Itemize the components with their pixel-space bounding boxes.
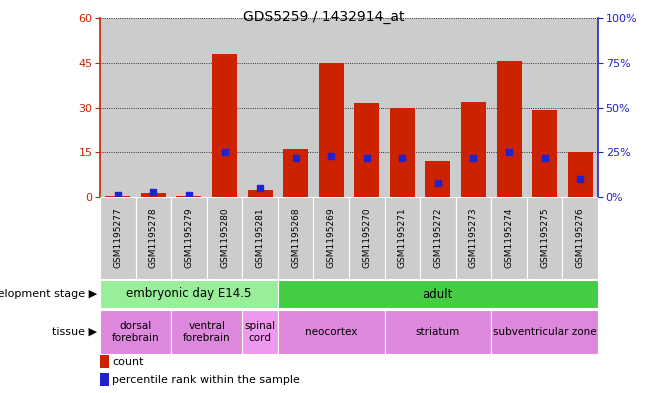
Point [326,153,336,159]
Text: GSM1195270: GSM1195270 [362,208,371,268]
Text: GSM1195280: GSM1195280 [220,208,229,268]
Bar [100,373,109,386]
Bar [527,18,562,197]
Bar [562,18,598,197]
Text: spinal
cord: spinal cord [244,321,275,343]
Point [539,154,550,161]
Bar [207,18,242,197]
Bar [491,18,527,197]
Point [255,185,265,191]
Bar [248,189,273,197]
Bar [568,152,593,197]
Bar [461,101,486,197]
Bar [390,108,415,197]
Text: count: count [113,357,144,367]
Bar [562,197,598,279]
Bar [100,197,135,279]
Bar [349,197,384,279]
Text: GSM1195275: GSM1195275 [540,208,549,268]
Text: striatum: striatum [416,327,460,337]
Text: neocortex: neocortex [305,327,358,337]
Bar [384,197,420,279]
Text: GSM1195269: GSM1195269 [327,208,336,268]
Text: subventricular zone: subventricular zone [493,327,596,337]
Bar [242,18,278,197]
Text: GSM1195279: GSM1195279 [185,208,194,268]
Bar [532,110,557,197]
Bar [349,18,384,197]
Bar [491,197,527,279]
Bar [135,18,171,197]
Bar [426,161,450,197]
Bar [141,193,166,197]
Text: percentile rank within the sample: percentile rank within the sample [113,375,300,385]
Bar [171,18,207,197]
Text: adult: adult [422,288,453,301]
Bar [420,18,456,197]
Text: GSM1195271: GSM1195271 [398,208,407,268]
Bar [242,310,278,354]
Text: ventral
forebrain: ventral forebrain [183,321,231,343]
Bar [496,61,522,197]
Bar [278,310,384,354]
Bar [491,310,598,354]
Text: GSM1195272: GSM1195272 [434,208,443,268]
Bar [527,197,562,279]
Bar [314,197,349,279]
Point [184,192,194,198]
Text: GSM1195277: GSM1195277 [113,208,122,268]
Point [113,192,123,198]
Bar [319,63,343,197]
Bar [384,18,420,197]
Bar [207,197,242,279]
Bar [456,18,491,197]
Text: GSM1195278: GSM1195278 [149,208,158,268]
Bar [100,18,135,197]
Bar [242,197,278,279]
Bar [171,310,242,354]
Point [290,154,301,161]
Bar [135,197,171,279]
Bar [106,195,130,197]
Text: dorsal
forebrain: dorsal forebrain [111,321,159,343]
Bar [420,197,456,279]
Bar [212,54,237,197]
Text: GSM1195281: GSM1195281 [255,208,264,268]
Point [469,154,479,161]
Bar [100,355,109,368]
Bar [278,197,314,279]
Text: development stage ▶: development stage ▶ [0,289,97,299]
Bar [354,103,379,197]
Point [575,176,585,182]
Bar [100,279,278,309]
Text: tissue ▶: tissue ▶ [52,327,97,337]
Point [362,154,372,161]
Point [504,149,515,155]
Bar [314,18,349,197]
Bar [456,197,491,279]
Point [148,189,159,195]
Text: GSM1195268: GSM1195268 [291,208,300,268]
Text: GSM1195274: GSM1195274 [505,208,514,268]
Point [219,149,229,155]
Text: GDS5259 / 1432914_at: GDS5259 / 1432914_at [243,10,405,24]
Text: GSM1195276: GSM1195276 [575,208,584,268]
Point [397,154,408,161]
Point [433,180,443,186]
Bar [278,18,314,197]
Bar [278,279,598,309]
Bar [176,195,202,197]
Text: GSM1195273: GSM1195273 [469,208,478,268]
Bar [171,197,207,279]
Bar [283,149,308,197]
Text: embryonic day E14.5: embryonic day E14.5 [126,288,251,301]
Bar [100,310,171,354]
Bar [384,310,491,354]
